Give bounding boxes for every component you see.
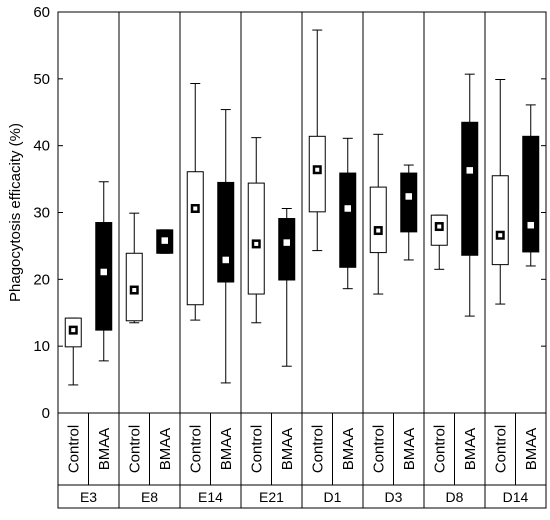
bmaa-box xyxy=(95,222,113,331)
treatment-label: Control xyxy=(492,425,509,473)
y-tick-label: 50 xyxy=(33,71,50,88)
median-marker-inner xyxy=(254,241,259,246)
median-marker-inner xyxy=(498,233,503,238)
control-box xyxy=(369,186,387,254)
median-marker-inner xyxy=(315,167,320,172)
bmaa-box xyxy=(339,172,357,268)
median-marker-inner xyxy=(193,206,198,211)
group-label: D1 xyxy=(324,489,342,505)
y-tick-label: 20 xyxy=(33,271,50,288)
median-marker xyxy=(466,167,473,174)
y-tick-label: 30 xyxy=(33,205,50,222)
group-label: D14 xyxy=(503,489,529,505)
median-marker xyxy=(344,205,351,212)
median-marker-inner xyxy=(132,288,137,293)
median-marker xyxy=(161,237,168,244)
treatment-label: BMAA xyxy=(340,428,357,471)
group-label: E3 xyxy=(80,489,97,505)
y-tick-label: 0 xyxy=(42,405,50,422)
median-marker xyxy=(100,268,107,276)
treatment-label: Control xyxy=(65,425,82,473)
treatment-label: BMAA xyxy=(523,428,540,471)
treatment-label: BMAA xyxy=(279,428,296,471)
control-box xyxy=(186,171,204,306)
treatment-label: Control xyxy=(126,425,143,473)
bmaa-box xyxy=(217,181,235,283)
bmaa-box xyxy=(522,135,540,253)
treatment-label: Control xyxy=(370,425,387,473)
control-box xyxy=(491,175,509,266)
y-tick-label: 40 xyxy=(33,138,50,155)
treatment-label: Control xyxy=(248,425,265,473)
y-tick-label: 10 xyxy=(33,338,50,355)
treatment-label: BMAA xyxy=(157,428,174,471)
median-marker-inner xyxy=(376,228,381,233)
bmaa-box xyxy=(278,218,296,281)
group-label: E14 xyxy=(198,489,223,505)
group-label: E8 xyxy=(141,489,158,505)
median-marker xyxy=(222,256,229,264)
group-label: D3 xyxy=(385,489,403,505)
control-box xyxy=(247,182,265,295)
y-axis-title: Phagocytosis efficacity (%) xyxy=(7,123,24,302)
group-label: D8 xyxy=(446,489,464,505)
treatment-label: Control xyxy=(187,425,204,473)
group-label: E21 xyxy=(259,489,284,505)
treatment-label: BMAA xyxy=(96,428,113,471)
treatment-label: Control xyxy=(431,425,448,473)
bmaa-box xyxy=(461,121,479,256)
bmaa-box xyxy=(400,172,418,233)
median-marker xyxy=(527,221,534,229)
treatment-label: BMAA xyxy=(401,428,418,471)
median-marker xyxy=(283,239,290,246)
median-marker xyxy=(405,193,412,200)
median-marker-inner xyxy=(71,328,76,333)
y-tick-label: 60 xyxy=(33,4,50,21)
treatment-label: BMAA xyxy=(462,428,479,471)
median-marker-inner xyxy=(437,224,442,229)
treatment-label: BMAA xyxy=(218,428,235,471)
treatment-label: Control xyxy=(309,425,326,473)
